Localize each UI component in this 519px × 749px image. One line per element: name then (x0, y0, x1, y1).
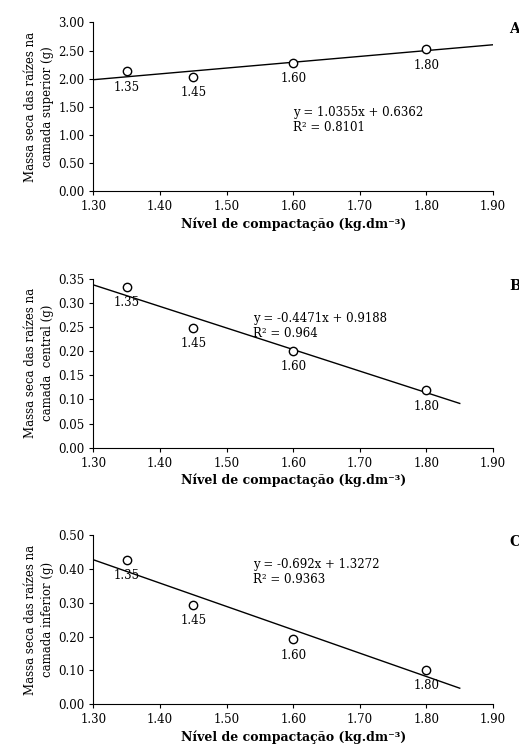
Point (289, 57, 297, 69)
Point (189, 598, 197, 610)
Text: 1.60: 1.60 (280, 649, 306, 661)
Text: y = -0.4471x + 0.9188
R² = 0.964: y = -0.4471x + 0.9188 R² = 0.964 (253, 312, 387, 340)
Text: 1.60: 1.60 (280, 360, 306, 373)
Text: B: B (509, 279, 519, 293)
Text: 1.80: 1.80 (414, 58, 440, 72)
Text: 1.45: 1.45 (180, 613, 207, 627)
Text: 1.80: 1.80 (414, 679, 440, 692)
Text: 1.35: 1.35 (114, 81, 140, 94)
Text: 1.35: 1.35 (114, 569, 140, 582)
X-axis label: Nível de compactação (kg.dm⁻³): Nível de compactação (kg.dm⁻³) (181, 474, 406, 488)
Text: y = -0.692x + 1.3272
R² = 0.9363: y = -0.692x + 1.3272 R² = 0.9363 (253, 559, 380, 586)
Point (422, 664, 431, 676)
Point (122, 281, 131, 293)
Text: C: C (509, 536, 519, 549)
Y-axis label: Massa seca das raízes na
camada superior (g): Massa seca das raízes na camada superior… (24, 31, 54, 182)
X-axis label: Nível de compactação (kg.dm⁻³): Nível de compactação (kg.dm⁻³) (181, 217, 406, 231)
Text: A: A (509, 22, 519, 37)
Point (289, 345, 297, 357)
Text: 1.60: 1.60 (280, 72, 306, 85)
Point (122, 554, 131, 565)
X-axis label: Nível de compactação (kg.dm⁻³): Nível de compactação (kg.dm⁻³) (181, 730, 406, 744)
Point (122, 65, 131, 77)
Point (289, 634, 297, 646)
Text: 1.35: 1.35 (114, 297, 140, 309)
Text: 1.45: 1.45 (180, 337, 207, 351)
Y-axis label: Massa seca das raízes na
camada inferior (g): Massa seca das raízes na camada inferior… (24, 545, 54, 695)
Point (422, 43, 431, 55)
Point (422, 384, 431, 396)
Text: 1.45: 1.45 (180, 86, 207, 100)
Text: y = 1.0355x + 0.6362
R² = 0.8101: y = 1.0355x + 0.6362 R² = 0.8101 (293, 106, 424, 134)
Point (189, 71, 197, 83)
Y-axis label: Massa seca das raízes na
camada  central (g): Massa seca das raízes na camada central … (24, 288, 54, 438)
Text: 1.80: 1.80 (414, 399, 440, 413)
Point (189, 322, 197, 334)
